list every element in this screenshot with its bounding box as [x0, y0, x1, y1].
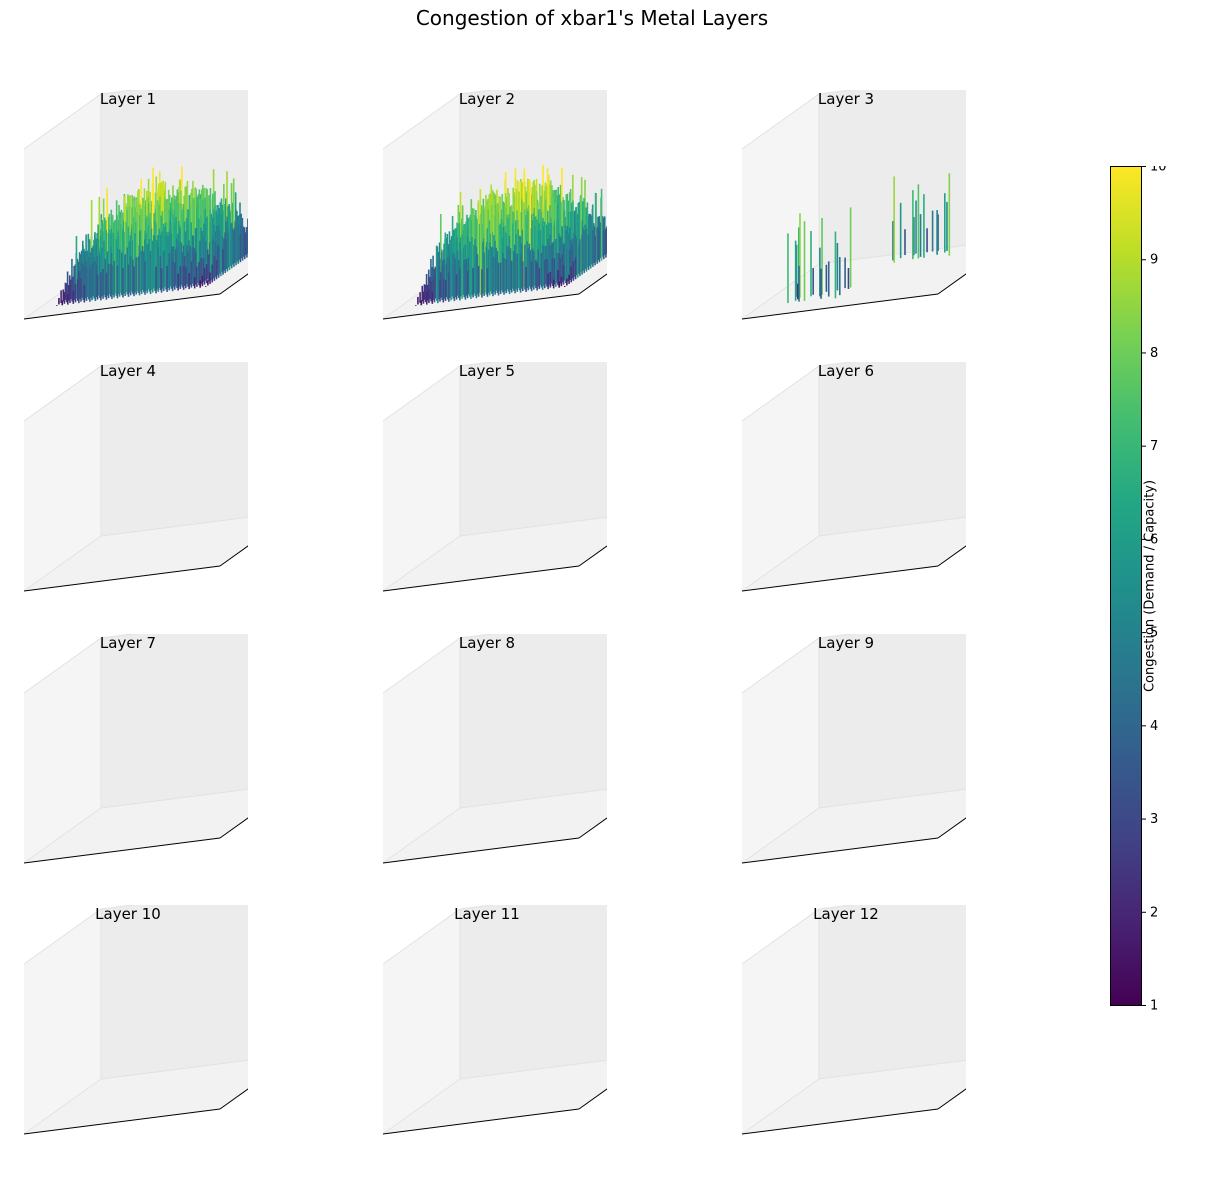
back-pane [101, 634, 248, 808]
back-pane [819, 362, 966, 536]
subplot-layer-2: Layer 2 [367, 90, 607, 350]
bars [414, 164, 607, 306]
back-pane [101, 362, 248, 536]
floor-pane [383, 517, 607, 591]
bars [787, 173, 951, 304]
subplot-title: Layer 4 [99, 362, 157, 380]
axis-line [23, 293, 221, 320]
axis-line [219, 273, 248, 295]
subplot-layer-4: Layer 4 [8, 362, 248, 622]
floor-pane [742, 245, 966, 319]
left-pane [24, 366, 101, 591]
axis-line [23, 565, 221, 592]
figure-title: Congestion of xbar1's Metal Layers [415, 6, 769, 30]
axis-line [741, 565, 939, 592]
subplot-title: Layer 5 [458, 362, 516, 380]
back-pane [819, 90, 966, 264]
subplot-title: Layer 6 [817, 362, 875, 380]
axes-3d [741, 362, 966, 592]
floor-pane [24, 517, 248, 591]
axis-line [382, 293, 580, 320]
axis-line [741, 293, 939, 320]
subplot-layer-5: Layer 5 [367, 362, 607, 622]
axis-line [578, 273, 607, 295]
left-pane [383, 366, 460, 591]
axis-line [382, 565, 580, 592]
axes-3d [23, 634, 248, 864]
axes-3d [382, 90, 607, 320]
axes-3d [382, 362, 607, 592]
axis-line [219, 545, 248, 567]
subplot-title: Layer 3 [817, 90, 875, 108]
subplot-title: Layer 2 [458, 90, 516, 108]
back-pane [460, 362, 607, 536]
axes-3d [741, 90, 966, 320]
subplot-layer-3: Layer 3 [726, 90, 966, 350]
axis-line [578, 545, 607, 567]
subplot-layer-7: Layer 7 [8, 634, 248, 894]
axis-line [937, 545, 966, 567]
subplot-title: Layer 1 [99, 90, 157, 108]
subplot-layer-6: Layer 6 [726, 362, 966, 622]
axes-3d [23, 362, 248, 592]
left-pane [742, 366, 819, 591]
bars [55, 166, 248, 306]
subplot-layer-1: Layer 1 [8, 90, 248, 350]
floor-pane [742, 517, 966, 591]
axis-line [937, 273, 966, 295]
floor-pane [24, 789, 248, 863]
left-pane [24, 638, 101, 863]
axes-3d [23, 90, 248, 320]
